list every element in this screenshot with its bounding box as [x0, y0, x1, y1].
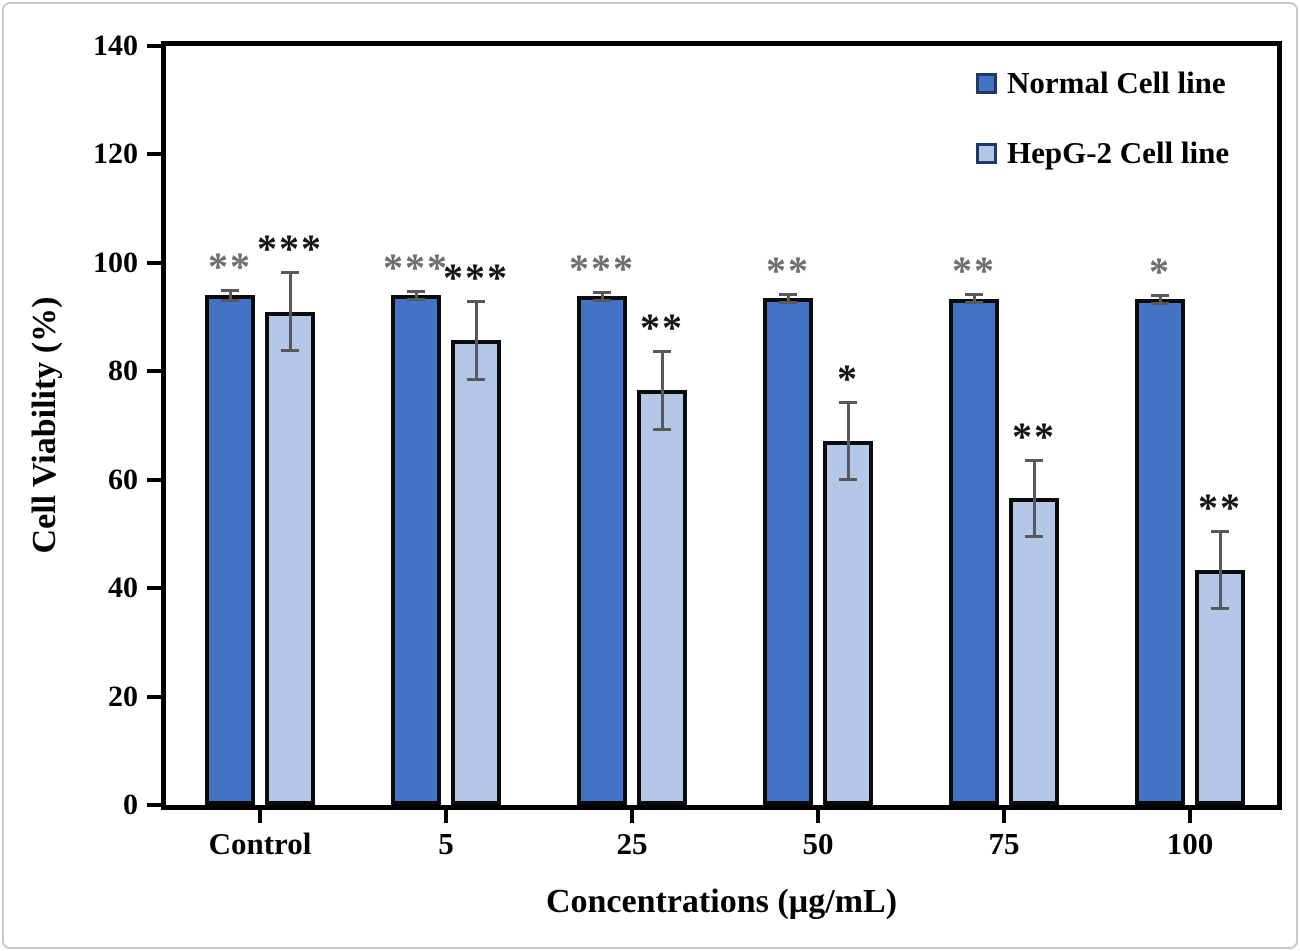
- significance-label: **: [1198, 485, 1242, 531]
- error-bar: [786, 292, 790, 304]
- error-bar-cap-bottom: [839, 477, 857, 481]
- significance-label: **: [640, 304, 684, 350]
- error-bar-cap-top: [281, 270, 299, 274]
- significance-label: ***: [383, 244, 449, 290]
- significance-label: *: [837, 355, 859, 401]
- error-bar-cap-top: [779, 292, 797, 296]
- y-tick-label: 60: [108, 462, 138, 496]
- x-axis-tick: [444, 810, 448, 823]
- error-bar-cap-top: [593, 291, 611, 295]
- y-axis-tick: [147, 586, 162, 591]
- error-bar: [1032, 458, 1036, 538]
- x-axis-tick: [630, 810, 634, 823]
- significance-label: ***: [569, 246, 635, 292]
- x-tick-label: 5: [438, 826, 454, 861]
- legend-label-hepg2: HepG-2 Cell line: [1007, 135, 1230, 170]
- error-bar-cap-top: [1211, 530, 1229, 534]
- bar-hepg2-control: [265, 311, 315, 805]
- significance-label: ***: [443, 254, 509, 300]
- error-bar: [660, 349, 664, 431]
- significance-label: **: [208, 243, 252, 289]
- error-bar-cap-bottom: [281, 349, 299, 353]
- error-bar: [228, 288, 232, 302]
- error-bar-cap-bottom: [221, 298, 239, 302]
- error-bar-cap-bottom: [653, 427, 671, 431]
- error-bar: [1158, 293, 1162, 305]
- error-bar-cap-bottom: [779, 300, 797, 304]
- bar-hepg2-5: [451, 340, 501, 805]
- x-tick-label: 25: [616, 826, 648, 861]
- legend-item-hepg2: HepG-2 Cell line: [976, 136, 1229, 170]
- x-tick-label: 50: [802, 826, 834, 861]
- significance-label: ***: [257, 225, 323, 271]
- error-bar: [414, 289, 418, 301]
- error-bar-cap-bottom: [407, 297, 425, 301]
- error-bar-cap-top: [467, 299, 485, 303]
- x-axis-tick: [816, 810, 820, 823]
- x-axis-title: Concentrations (µg/mL): [545, 883, 898, 920]
- bar-normal-50: [763, 298, 813, 805]
- x-axis-tick: [1002, 810, 1006, 823]
- y-tick-label: 140: [93, 29, 138, 62]
- y-tick-label: 120: [93, 137, 138, 171]
- legend-marker-hepg2-icon: [976, 142, 997, 164]
- error-bar-cap-bottom: [1151, 301, 1169, 305]
- significance-label: **: [1012, 413, 1056, 459]
- legend-item-normal: Normal Cell line: [976, 66, 1229, 100]
- significance-label: **: [952, 248, 996, 294]
- y-axis-tick: [147, 152, 162, 157]
- bar-hepg2-50: [823, 440, 873, 805]
- error-bar: [474, 299, 478, 382]
- legend: Normal Cell line HepG-2 Cell line: [976, 66, 1229, 170]
- x-tick-label: 75: [988, 826, 1020, 861]
- y-tick-label: 40: [108, 571, 138, 605]
- error-bar-cap-top: [407, 289, 425, 293]
- y-axis-tick: [147, 369, 162, 374]
- error-bar: [846, 400, 850, 481]
- bar-normal-75: [949, 298, 999, 805]
- legend-marker-normal-icon: [976, 72, 997, 94]
- error-bar-cap-top: [839, 400, 857, 404]
- error-bar-cap-bottom: [965, 301, 983, 305]
- error-bar-cap-bottom: [1025, 534, 1043, 538]
- bar-normal-25: [577, 296, 627, 805]
- x-axis-tick: [258, 810, 262, 823]
- error-bar: [972, 293, 976, 305]
- error-bar-cap-top: [1151, 293, 1169, 297]
- bar-hepg2-75: [1009, 498, 1059, 805]
- error-bar-cap-top: [1025, 458, 1043, 462]
- legend-label-normal: Normal Cell line: [1007, 65, 1226, 100]
- y-axis-tick: [147, 694, 162, 699]
- bar-normal-100: [1135, 299, 1185, 805]
- bar-hepg2-25: [637, 390, 687, 805]
- error-bar-cap-bottom: [1211, 607, 1229, 611]
- error-bar-cap-bottom: [593, 298, 611, 302]
- x-tick-label: Control: [208, 826, 312, 861]
- y-tick-label: 80: [108, 354, 138, 388]
- bar-normal-5: [391, 295, 441, 805]
- y-axis-tick: [147, 44, 162, 48]
- y-tick-label: 100: [93, 245, 138, 279]
- significance-label: *: [1149, 248, 1171, 294]
- error-bar: [600, 291, 604, 302]
- error-bar-cap-top: [965, 293, 983, 297]
- bar-normal-control: [205, 295, 255, 805]
- y-axis-tick: [147, 260, 162, 265]
- error-bar: [288, 270, 292, 353]
- error-bar-cap-bottom: [467, 378, 485, 382]
- y-axis-tick: [147, 477, 162, 482]
- error-bar: [1218, 530, 1222, 611]
- x-tick-label: 100: [1166, 826, 1214, 861]
- y-tick-label: 0: [123, 788, 138, 821]
- plot-area: [161, 41, 1282, 810]
- y-axis-tick: [147, 803, 162, 807]
- x-axis-tick: [1188, 810, 1192, 823]
- significance-label: **: [766, 247, 810, 293]
- y-tick-label: 20: [108, 679, 138, 713]
- error-bar-cap-top: [653, 349, 671, 353]
- error-bar-cap-top: [221, 288, 239, 292]
